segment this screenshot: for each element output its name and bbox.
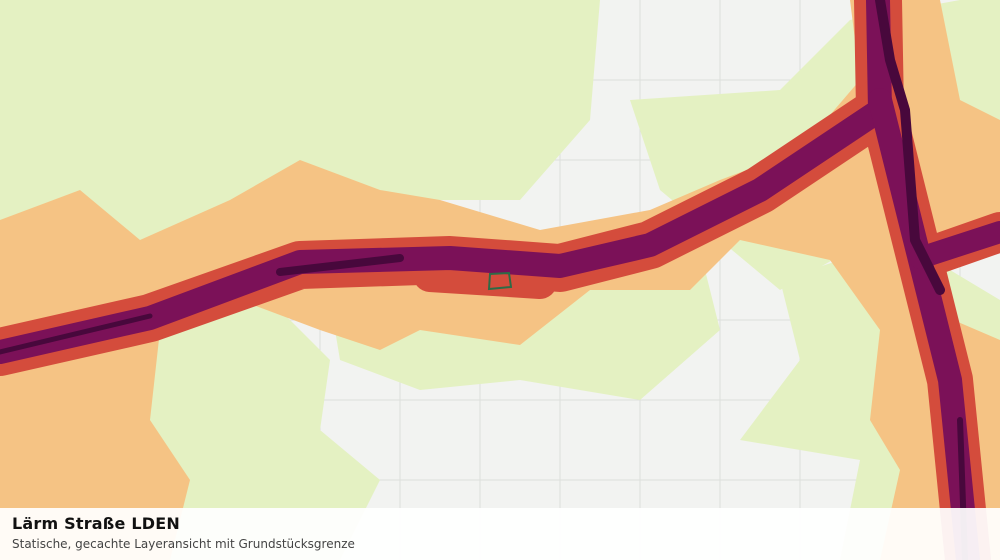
- caption: Lärm Straße LDEN Statische, gecachte Lay…: [0, 508, 1000, 560]
- layer-title: Lärm Straße LDEN: [12, 514, 180, 533]
- layer-subtitle: Statische, gecachte Layeransicht mit Gru…: [12, 537, 355, 551]
- parcel-boundary: [487, 271, 513, 291]
